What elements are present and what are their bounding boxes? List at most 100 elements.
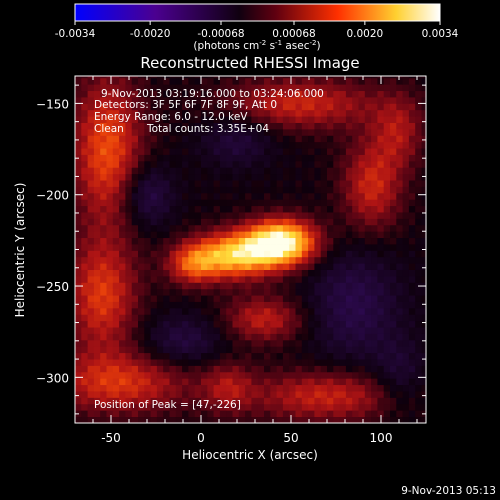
- heatmap-cell: [182, 122, 189, 130]
- heatmap-cell: [245, 231, 252, 239]
- heatmap-cell: [238, 128, 246, 136]
- heatmap-cell: [421, 416, 426, 423]
- heatmap-cell: [150, 180, 158, 187]
- heatmap-cell: [289, 275, 296, 283]
- heatmap-cell: [138, 173, 145, 181]
- heatmap-cell: [138, 160, 145, 168]
- heatmap-cell: [106, 250, 114, 258]
- heatmap-cell: [226, 333, 233, 341]
- heatmap-cell: [270, 378, 277, 386]
- heatmap-cell: [358, 269, 366, 277]
- heatmap-cell: [226, 90, 233, 98]
- heatmap-cell: [339, 397, 347, 405]
- heatmap-cell: [314, 154, 322, 162]
- heatmap-cell: [245, 141, 252, 149]
- annotation-counts: Total counts: 3.35E+04: [146, 123, 269, 135]
- heatmap-cell: [112, 167, 120, 175]
- heatmap-cell: [75, 180, 82, 187]
- heatmap-cell: [169, 301, 177, 309]
- heatmap-cell: [333, 103, 340, 111]
- heatmap-cell: [156, 327, 164, 334]
- heatmap-cell: [201, 352, 208, 360]
- heatmap-cell: [207, 359, 214, 366]
- heatmap-cell: [257, 365, 265, 373]
- heatmap-cell: [264, 346, 271, 354]
- heatmap-cell: [75, 231, 82, 239]
- heatmap-cell: [301, 154, 309, 162]
- heatmap-cell: [81, 288, 88, 296]
- heatmap-cell: [364, 288, 372, 296]
- heatmap-cell: [308, 288, 315, 296]
- heatmap-cell: [93, 327, 101, 334]
- heatmap-cell: [327, 148, 334, 155]
- heatmap-cell: [383, 186, 391, 194]
- heatmap-cell: [345, 173, 353, 181]
- heatmap-cell: [150, 333, 158, 341]
- heatmap-cell: [320, 128, 328, 136]
- heatmap-cell: [333, 212, 340, 219]
- heatmap-cell: [377, 275, 385, 283]
- heatmap-cell: [270, 384, 277, 392]
- heatmap-cell: [75, 327, 82, 334]
- heatmap-cell: [150, 77, 158, 85]
- heatmap-cell: [213, 378, 221, 386]
- heatmap-cell: [207, 250, 214, 258]
- heatmap-cell: [352, 282, 359, 290]
- heatmap-cell: [219, 160, 227, 168]
- heatmap-cell: [175, 288, 183, 296]
- heatmap-cell: [251, 391, 259, 398]
- heatmap-cell: [251, 288, 259, 296]
- heatmap-cell: [282, 212, 290, 219]
- heatmap-cell: [333, 90, 340, 98]
- heatmap-cell: [327, 84, 334, 92]
- heatmap-cell: [131, 116, 139, 123]
- heatmap-cell: [345, 295, 353, 302]
- heatmap-cell: [289, 327, 296, 334]
- heatmap-cell: [169, 263, 177, 270]
- heatmap-cell: [175, 371, 183, 379]
- heatmap-cell: [264, 416, 271, 423]
- heatmap-cell: [264, 397, 271, 405]
- heatmap-cell: [301, 237, 309, 245]
- heatmap-cell: [219, 410, 227, 418]
- heatmap-cell: [364, 199, 372, 207]
- heatmap-cell: [327, 128, 334, 136]
- heatmap-cell: [125, 237, 133, 245]
- heatmap-cell: [390, 288, 397, 296]
- heatmap-cell: [163, 250, 170, 258]
- heatmap-cell: [390, 76, 397, 79]
- heatmap-cell: [327, 256, 334, 264]
- heatmap-cell: [396, 76, 403, 79]
- heatmap-cell: [182, 314, 189, 322]
- heatmap-cell: [226, 109, 233, 117]
- heatmap-cell: [270, 359, 277, 366]
- heatmap-cell: [308, 218, 315, 226]
- heatmap-cell: [87, 218, 95, 226]
- heatmap-cell: [314, 269, 322, 277]
- heatmap-cell: [339, 77, 347, 85]
- heatmap-cell: [415, 237, 422, 245]
- heatmap-cell: [308, 180, 315, 187]
- heatmap-cell: [156, 180, 164, 187]
- heatmap-cell: [93, 359, 101, 366]
- heatmap-cell: [182, 269, 189, 277]
- heatmap-cell: [390, 365, 397, 373]
- heatmap-cell: [144, 212, 151, 219]
- heatmap-cell: [156, 352, 164, 360]
- heatmap-cell: [327, 97, 334, 104]
- heatmap-cell: [188, 384, 196, 392]
- heatmap-cell: [390, 397, 397, 405]
- heatmap-cell: [276, 224, 284, 232]
- footer-timestamp: 9-Nov-2013 05:13: [401, 485, 496, 497]
- heatmap-cell: [257, 250, 265, 258]
- heatmap-cell: [264, 371, 271, 379]
- heatmap-cell: [371, 410, 378, 418]
- heatmap-cell: [106, 148, 114, 155]
- heatmap-cell: [219, 122, 227, 130]
- heatmap-cell: [150, 269, 158, 277]
- heatmap-cell: [182, 116, 189, 123]
- heatmap-cell: [352, 391, 359, 398]
- heatmap-cell: [364, 256, 372, 264]
- heatmap-cell: [345, 148, 353, 155]
- heatmap-cell: [264, 212, 271, 219]
